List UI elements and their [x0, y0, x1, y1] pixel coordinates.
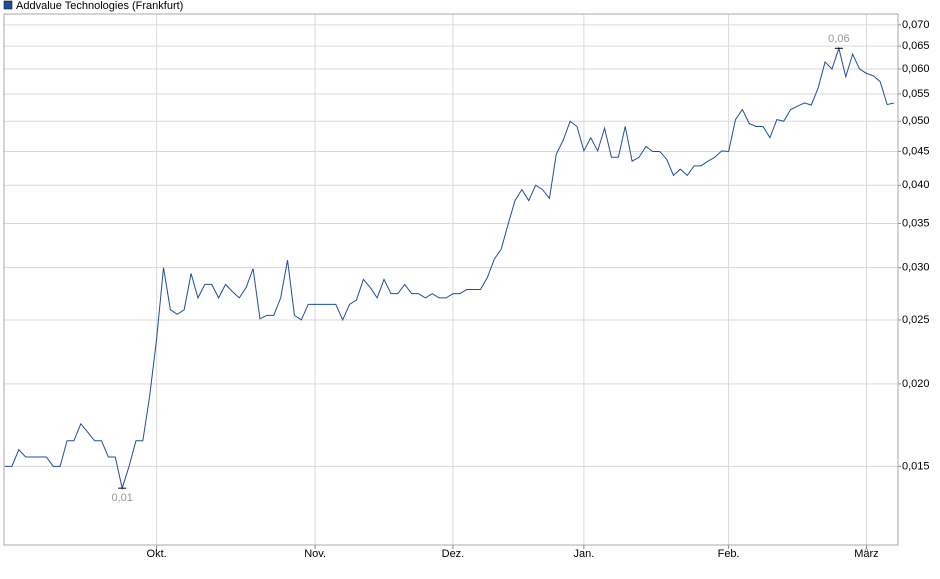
- y-tick-label: 0,025: [902, 314, 930, 326]
- y-tick-label: 0,020: [902, 378, 930, 390]
- value-label: 0,06: [828, 33, 849, 45]
- y-tick-label: 0,070: [902, 19, 930, 31]
- y-tick-label: 0,030: [902, 262, 930, 274]
- y-tick-label: 0,035: [902, 217, 930, 229]
- y-tick-label: 0,040: [902, 179, 930, 191]
- y-tick-label: 0,050: [902, 115, 930, 127]
- x-tick-label: Feb.: [718, 548, 740, 560]
- value-label: 0,01: [111, 492, 132, 504]
- x-tick-label: Dez.: [442, 548, 465, 560]
- x-tick-label: Nov.: [304, 548, 326, 560]
- x-tick-label: März: [854, 548, 878, 560]
- legend-key: [3, 0, 13, 10]
- y-tick-label: 0,015: [902, 460, 930, 472]
- y-tick-label: 0,060: [902, 63, 930, 75]
- plot-frame: [3, 13, 899, 546]
- price-line: [5, 46, 895, 491]
- x-tick-label: Okt.: [147, 548, 167, 560]
- y-tick-label: 0,065: [902, 40, 930, 52]
- legend-label: Addvalue Technologies (Frankfurt): [16, 0, 183, 12]
- y-tick-label: 0,045: [902, 145, 930, 157]
- y-tick-label: 0,055: [902, 88, 930, 100]
- x-tick-label: Jan.: [573, 548, 594, 560]
